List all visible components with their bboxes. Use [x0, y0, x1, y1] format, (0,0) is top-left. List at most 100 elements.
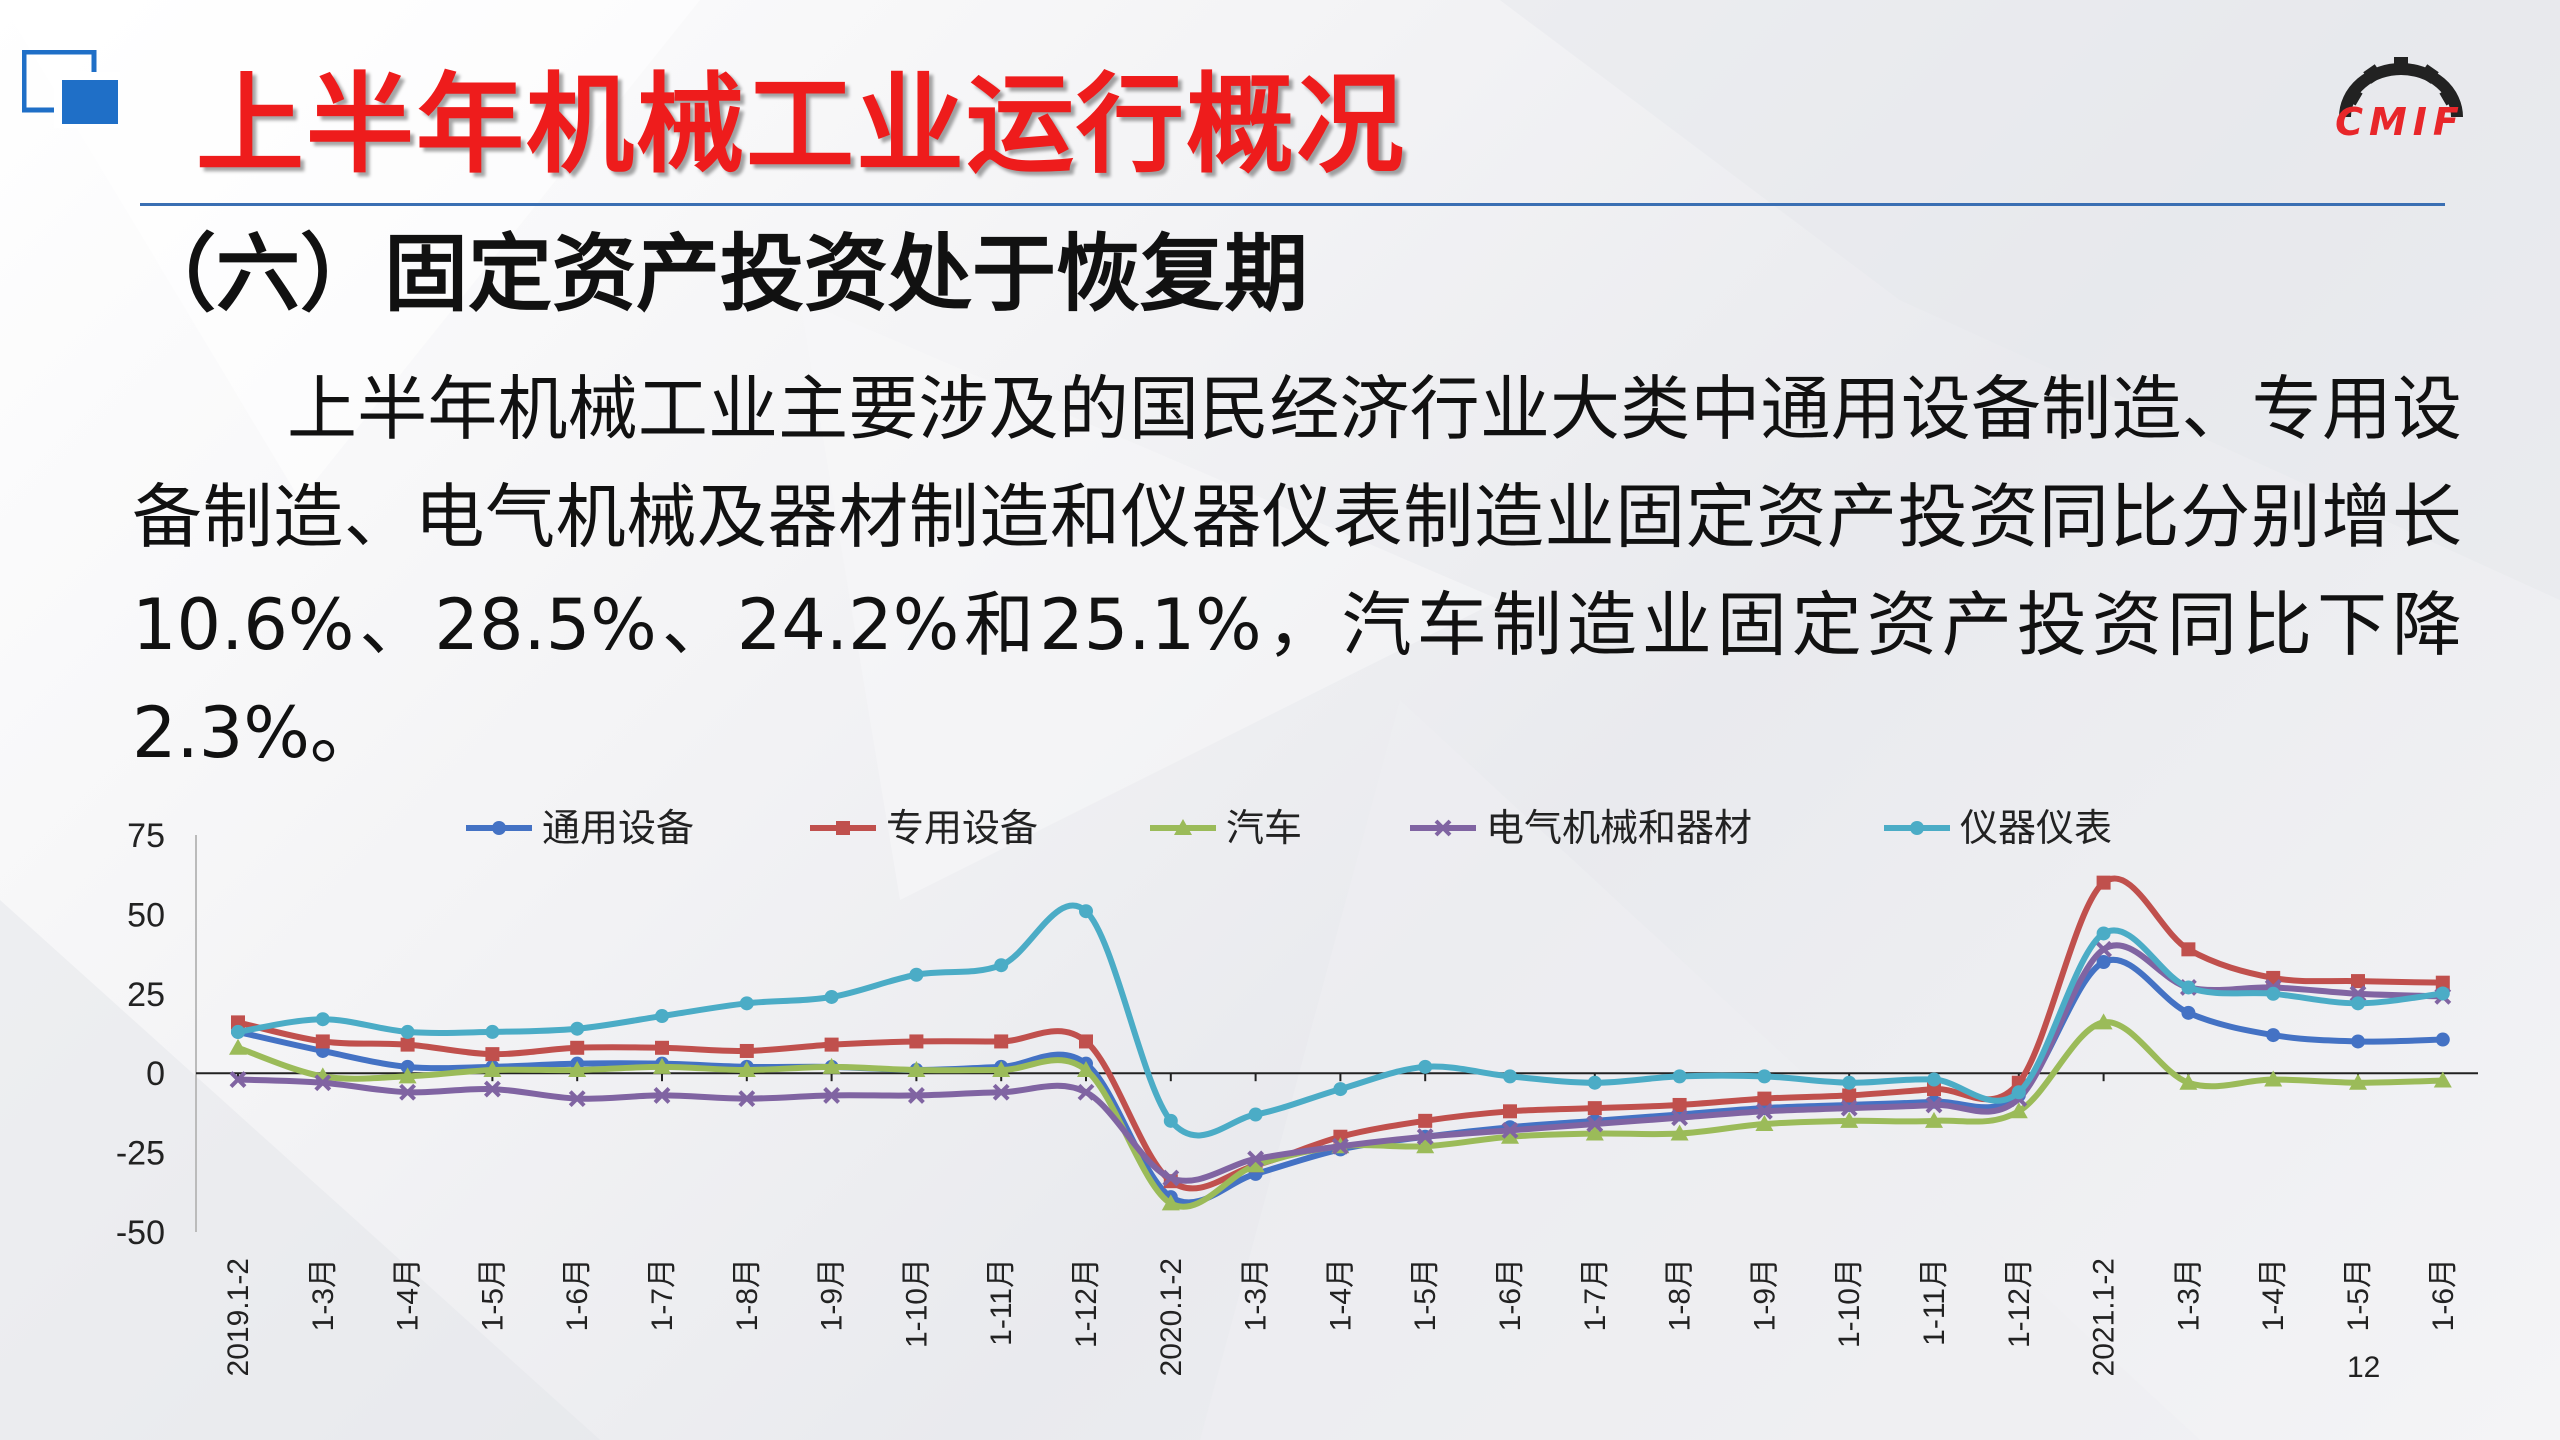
data-point — [737, 1061, 756, 1078]
x-tick-label: 1-7月 — [1579, 1258, 1612, 1331]
data-point — [2435, 986, 2450, 1001]
data-point — [907, 1061, 926, 1078]
x-tick-label: 1-3月 — [1240, 1258, 1273, 1331]
data-point — [2351, 996, 2365, 1011]
data-point — [2179, 1073, 2198, 1090]
x-tick-label: 2019.1-2 — [222, 1258, 255, 1376]
data-point — [1587, 1101, 1602, 1116]
x-tick-label: 1-4月 — [392, 1258, 425, 1331]
legend-marker — [1434, 819, 1452, 837]
data-point-stroke — [1434, 819, 1452, 837]
data-point-stroke — [568, 1090, 586, 1108]
data-point — [1079, 1034, 1093, 1049]
data-point-stroke — [1586, 1115, 1604, 1133]
data-point-stroke — [992, 1083, 1010, 1101]
data-point — [907, 1087, 925, 1104]
data-point — [2011, 1085, 2026, 1100]
data-point — [909, 967, 924, 982]
data-point — [1670, 1124, 1689, 1141]
investment-line-chart: 通用设备 专用设备 汽车 电气机械和器材 仪器仪表 75 50 25 0 -25 -50 2019.… — [116, 806, 2478, 1384]
y-tick-label: 25 — [127, 976, 165, 1014]
data-point-stroke — [907, 1087, 925, 1104]
x-tick-label: 1-5月 — [1409, 1258, 1442, 1331]
data-point — [1755, 1115, 1774, 1132]
data-point — [1501, 1121, 1519, 1139]
data-point — [1077, 1061, 1095, 1078]
data-point-stroke — [653, 1087, 671, 1104]
data-point-stroke — [1077, 1083, 1095, 1101]
data-point — [653, 1057, 671, 1074]
data-point — [1585, 1124, 1604, 1141]
data-point-stroke — [229, 1071, 247, 1088]
data-point — [2351, 1034, 2365, 1049]
data-point — [1840, 1099, 1858, 1117]
x-tick-label: 1-7月 — [646, 1258, 679, 1331]
data-point — [2266, 986, 2281, 1001]
data-point — [1077, 1083, 1095, 1101]
legend-marker — [1174, 819, 1192, 835]
legend-label: 通用设备 — [542, 806, 694, 850]
data-point — [1925, 1111, 1943, 1128]
data-point — [1757, 1091, 1772, 1106]
x-tick-label: 1-12月 — [1070, 1258, 1103, 1348]
data-point — [1587, 1075, 1602, 1090]
x-tick-label: 1-8月 — [731, 1258, 764, 1331]
legend-marker — [492, 821, 506, 835]
x-tick-label: 1-6月 — [561, 1258, 594, 1331]
data-point — [1246, 1156, 1265, 1173]
body-paragraph: 上半年机械工业主要涉及的国民经济行业大类中通用设备制造、专用设备制造、电气机械及… — [132, 368, 2462, 774]
cmif-logo: CMIF — [2335, 57, 2463, 144]
data-point — [1672, 1097, 1687, 1112]
legend-label: 汽车 — [1226, 806, 1302, 850]
legend-label: 专用设备 — [886, 806, 1038, 850]
data-point — [1672, 1069, 1687, 1084]
data-point — [1416, 1137, 1435, 1154]
data-point — [1333, 1082, 1348, 1097]
y-tick-label: 50 — [127, 896, 165, 934]
data-point-stroke — [1671, 1109, 1689, 1127]
data-point — [1840, 1111, 1859, 1128]
data-point — [400, 1059, 415, 1074]
data-point — [2433, 1071, 2452, 1088]
slide-title: 上半年机械工业运行概况 — [196, 63, 1407, 188]
data-point — [570, 1040, 585, 1055]
data-point — [1163, 1113, 1178, 1128]
data-point-stroke — [738, 1090, 756, 1108]
data-point — [1503, 1069, 1517, 1084]
data-point — [2096, 875, 2111, 890]
y-tick-label: -25 — [116, 1135, 165, 1173]
data-point — [1755, 1102, 1773, 1120]
data-point — [570, 1021, 585, 1036]
data-point — [485, 1024, 500, 1039]
y-tick-label: 0 — [146, 1055, 165, 1093]
data-point-stroke — [314, 1074, 332, 1092]
data-point — [1925, 1096, 1943, 1114]
title-rule — [140, 203, 2445, 206]
data-point — [400, 1037, 415, 1052]
data-point — [315, 1034, 330, 1049]
x-tick-label: 1-4月 — [1324, 1258, 1357, 1331]
data-point — [2181, 942, 2196, 957]
data-point-stroke — [823, 1087, 841, 1104]
data-point — [231, 1024, 245, 1039]
data-point — [822, 1057, 841, 1074]
data-point — [992, 1061, 1011, 1078]
data-point-stroke — [1755, 1102, 1773, 1120]
x-tick-label: 1-11月 — [1918, 1258, 1951, 1346]
series-line-4 — [237, 942, 2443, 1184]
data-point — [2181, 980, 2196, 995]
data-point — [823, 1087, 841, 1104]
data-point — [824, 989, 839, 1004]
data-point — [400, 1024, 415, 1039]
data-point — [399, 1083, 417, 1101]
legend-label: 电气机械和器材 — [1486, 806, 1752, 850]
data-point — [2349, 1073, 2367, 1090]
data-point-stroke — [1162, 1169, 1180, 1187]
data-point-stroke — [1840, 1099, 1858, 1117]
series-line-2 — [237, 875, 2443, 1192]
data-point — [398, 1067, 417, 1084]
x-tick-label: 2021.1-2 — [2088, 1258, 2121, 1376]
data-point — [1586, 1115, 1604, 1133]
x-tick-label: 1-4月 — [2257, 1258, 2290, 1331]
